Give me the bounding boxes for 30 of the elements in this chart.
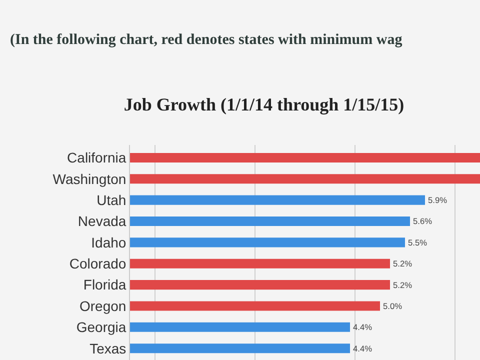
y-tick-label: Oregon (79, 298, 126, 314)
bar (130, 152, 480, 162)
data-label: 5.2% (393, 258, 413, 269)
bar (130, 216, 410, 226)
data-label: 5.2% (393, 280, 413, 290)
bar (130, 238, 405, 248)
data-label: 4.4% (353, 322, 373, 332)
y-tick-label: Colorado (69, 256, 126, 272)
y-tick-label: California (67, 150, 126, 166)
y-tick-label: Nevada (78, 213, 126, 230)
bar (130, 344, 350, 354)
data-label: 5.9% (428, 195, 448, 206)
data-label: 5.5% (408, 237, 428, 248)
y-tick-label: Florida (83, 276, 126, 293)
bar (130, 322, 350, 332)
text: (In the following chart, red denotes states with minimum wag (10, 32, 403, 48)
y-tick-label: Utah (96, 192, 126, 208)
bar (130, 301, 380, 311)
chart-title: Job Growth (1/1/14 through 1/15/15) (124, 94, 404, 115)
bar (130, 195, 425, 205)
y-tick-label: Georgia (76, 319, 126, 336)
data-label: 5.0% (383, 300, 403, 311)
bar (130, 174, 480, 184)
bar (130, 258, 390, 268)
bar (130, 280, 390, 290)
y-tick-label: Washington (52, 170, 126, 187)
data-label: 4.4% (353, 343, 373, 354)
data-label: 5.6% (413, 216, 433, 226)
y-tick-label: Texas (90, 340, 126, 356)
y-tick-label: Idaho (91, 234, 126, 250)
